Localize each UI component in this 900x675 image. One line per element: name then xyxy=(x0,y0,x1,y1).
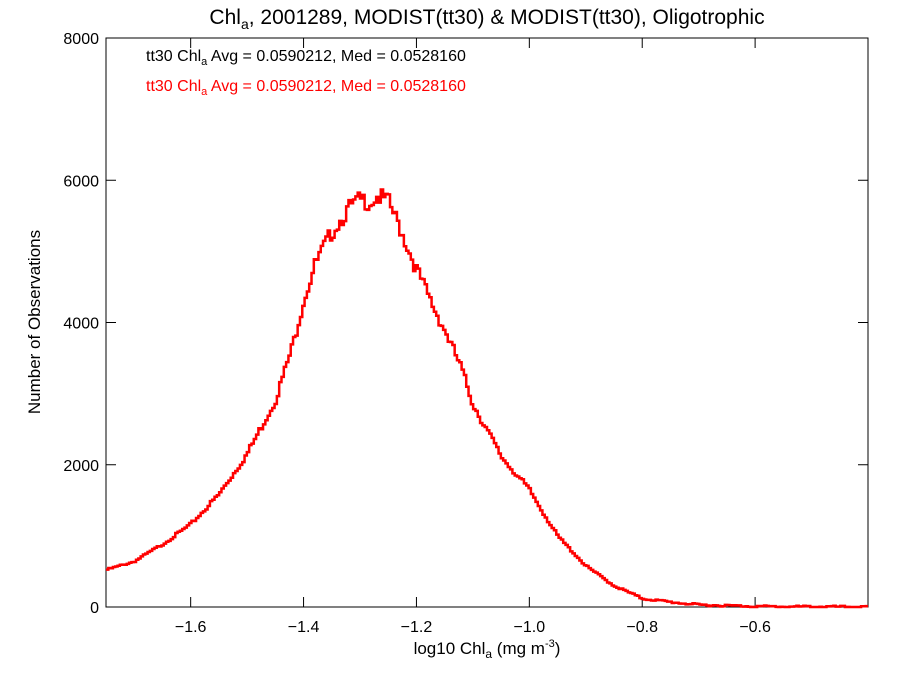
chart-title: Chla, 2001289, MODIST(tt30) & MODIST(tt3… xyxy=(209,6,764,32)
stats-black-subscript: a xyxy=(201,56,208,68)
x-axis: −1.6 −1.4 −1.2 −1.0 −0.8 −0.6 xyxy=(175,38,771,636)
stats-red-values: Avg = 0.0590212, Med = 0.0528160 xyxy=(207,78,466,95)
x-tick-label: −1.4 xyxy=(288,619,320,636)
stats-line-red: tt30 Chla Avg = 0.0590212, Med = 0.05281… xyxy=(146,78,466,98)
y-tick-label: 8000 xyxy=(63,31,99,48)
x-axis-label-units: (mg m xyxy=(492,639,545,658)
chart-title-subscript: a xyxy=(241,16,249,32)
stats-black-prefix: tt30 Chl xyxy=(146,48,201,65)
x-tick-label: −1.6 xyxy=(175,619,207,636)
stats-line-black: tt30 Chla Avg = 0.0590212, Med = 0.05281… xyxy=(146,48,466,68)
plot-frame xyxy=(105,37,869,608)
x-axis-label-main: log10 Chl xyxy=(414,639,486,658)
chart-title-main: Chl xyxy=(209,6,241,29)
x-tick-label: −1.2 xyxy=(401,619,433,636)
y-tick-label: 0 xyxy=(90,600,99,617)
y-tick-label: 6000 xyxy=(63,173,99,190)
y-tick-label: 4000 xyxy=(63,316,99,333)
stats-black-values: Avg = 0.0590212, Med = 0.0528160 xyxy=(207,48,466,65)
stats-red-subscript: a xyxy=(201,86,208,98)
chart-title-rest: , 2001289, MODIST(tt30) & MODIST(tt30), … xyxy=(249,6,765,29)
x-axis-label: log10 Chla (mg m-3) xyxy=(414,638,561,661)
x-axis-label-close: ) xyxy=(555,639,561,658)
x-axis-label-subscript: a xyxy=(485,647,492,661)
y-tick-label: 2000 xyxy=(63,458,99,475)
histogram-series-line xyxy=(106,188,868,609)
stats-red-prefix: tt30 Chl xyxy=(146,78,201,95)
y-axis: 0 2000 4000 6000 8000 xyxy=(63,31,868,617)
x-tick-label: −0.8 xyxy=(626,619,658,636)
x-axis-label-superscript: -3 xyxy=(545,638,555,650)
y-axis-label: Number of Observations xyxy=(25,230,44,414)
x-tick-label: −1.0 xyxy=(514,619,546,636)
x-tick-label: −0.6 xyxy=(739,619,771,636)
